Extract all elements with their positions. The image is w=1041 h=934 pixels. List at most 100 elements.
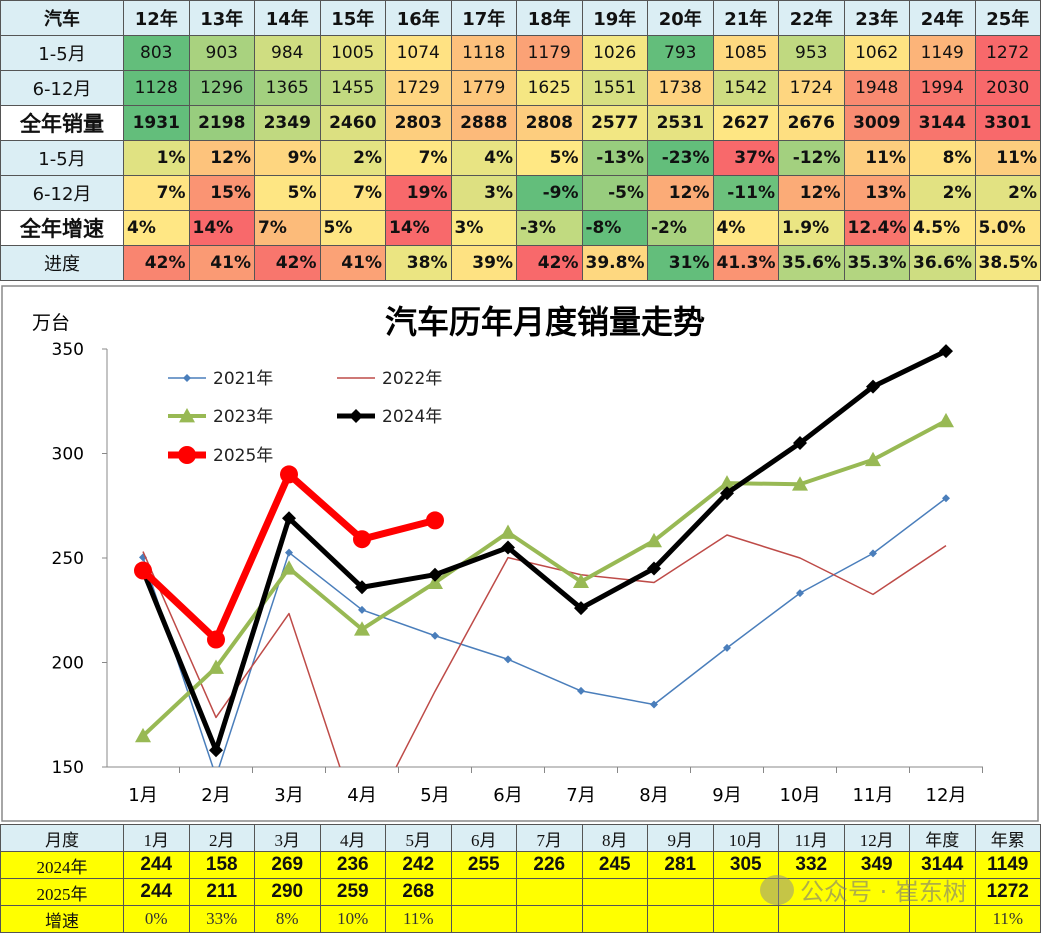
series-line [142, 497, 947, 767]
data-cell: -13% [581, 140, 648, 176]
data-cell: 36.6% [909, 245, 976, 281]
data-cell: -8% [581, 210, 648, 246]
corner-cell: 汽车 [0, 0, 124, 36]
data-cell: 12% [647, 175, 714, 211]
data-cell: 2808 [516, 105, 583, 141]
data-cell: 1551 [581, 70, 648, 106]
data-cell: 1948 [843, 70, 910, 106]
data-cell: 1272 [974, 878, 1041, 906]
month-header: 10月 [712, 824, 779, 852]
data-cell: 5% [319, 210, 386, 246]
data-cell: 3144 [909, 851, 976, 879]
month-header: 8月 [581, 824, 648, 852]
data-point [865, 451, 881, 467]
data-cell: 39.8% [581, 245, 648, 281]
data-cell: 2% [909, 175, 976, 211]
y-axis-label: 万台 [32, 312, 70, 334]
data-point [938, 412, 954, 428]
data-cell: 1779 [450, 70, 517, 106]
data-cell: 1149 [909, 35, 976, 71]
x-tick-label: 7月 [566, 785, 595, 806]
data-point [869, 549, 877, 558]
x-tick-label: 4月 [347, 785, 376, 806]
data-cell: 793 [647, 35, 714, 71]
y-tick-label: 250 [52, 549, 84, 569]
data-cell: 42% [254, 245, 321, 281]
data-point [428, 567, 442, 582]
data-cell: 1542 [712, 70, 779, 106]
data-point [650, 700, 658, 709]
data-cell: 1738 [647, 70, 714, 106]
monthly-sales-chart: 汽车历年月度销量走势 万台 350 300 250 200 150 1月 2月 3月 4月 5月 6月 7… [1, 285, 1039, 822]
data-cell [647, 905, 714, 933]
month-header: 2月 [188, 824, 255, 852]
data-cell: 290 [254, 878, 321, 906]
data-cell: 7% [319, 175, 386, 211]
month-header: 7月 [516, 824, 583, 852]
data-cell: 12.4% [843, 210, 910, 246]
legend-entry: 2021年 [168, 369, 273, 389]
data-cell: 269 [254, 851, 321, 879]
data-cell: 268 [385, 878, 452, 906]
data-cell: 2888 [450, 105, 517, 141]
data-point [577, 686, 585, 695]
data-cell: 242 [385, 851, 452, 879]
data-cell: 1005 [319, 35, 386, 71]
data-cell: 3% [450, 210, 517, 246]
data-point [358, 605, 366, 614]
series-line [141, 419, 947, 738]
data-cell: 1.9% [778, 210, 845, 246]
x-tick-label: 12月 [926, 785, 967, 806]
data-cell: 11% [385, 905, 452, 933]
row-label: 进度 [0, 245, 124, 281]
data-cell: 1625 [516, 70, 583, 106]
data-cell [843, 905, 910, 933]
month-header: 1月 [123, 824, 190, 852]
data-point [280, 465, 298, 484]
data-point [719, 475, 735, 490]
data-cell: 2577 [581, 105, 648, 141]
data-cell: 13% [843, 175, 910, 211]
data-cell: 4% [450, 140, 517, 176]
data-cell: 3% [450, 175, 517, 211]
data-cell: 2676 [778, 105, 845, 141]
x-tick-label: 9月 [712, 785, 741, 806]
data-cell: 1272 [974, 35, 1041, 71]
data-cell: 984 [254, 35, 321, 71]
data-point [573, 573, 589, 589]
watermark: 公众号 · 崔东树 [760, 872, 967, 907]
data-point [646, 532, 662, 548]
data-cell: 244 [123, 878, 190, 906]
legend-label: 2025年 [213, 446, 273, 466]
x-tick-label: 2月 [201, 785, 230, 806]
data-cell: 10% [319, 905, 386, 933]
row-label: 1-5月 [0, 35, 124, 71]
data-cell: 3144 [909, 105, 976, 141]
data-cell: 15% [188, 175, 255, 211]
month-header: 12月 [843, 824, 910, 852]
data-cell: 11% [974, 905, 1041, 933]
series-2022年 [142, 534, 947, 767]
data-cell [909, 905, 976, 933]
legend-entry: 2024年 [337, 407, 442, 427]
row-label: 6-12月 [0, 175, 124, 211]
data-point [354, 621, 370, 636]
month-header: 4月 [319, 824, 386, 852]
data-cell: -23% [647, 140, 714, 176]
legend-entry: 2023年 [168, 407, 273, 427]
data-cell: 1062 [843, 35, 910, 71]
data-cell: 41.3% [712, 245, 779, 281]
table-row: 1-5月 803 903 984 1005 1074 1118 1179 1026 793 1085… [0, 35, 1041, 71]
data-cell: -12% [778, 140, 845, 176]
data-cell [581, 878, 648, 906]
year-header: 22年 [778, 0, 845, 36]
data-cell: 42% [123, 245, 190, 281]
data-cell: 2% [974, 175, 1041, 211]
month-header: 月度 [0, 824, 124, 852]
data-cell: 11% [843, 140, 910, 176]
data-cell: 1149 [974, 851, 1041, 879]
data-point [209, 743, 223, 758]
data-cell: 39% [450, 245, 517, 281]
data-cell: 2460 [319, 105, 386, 141]
data-cell: 2627 [712, 105, 779, 141]
